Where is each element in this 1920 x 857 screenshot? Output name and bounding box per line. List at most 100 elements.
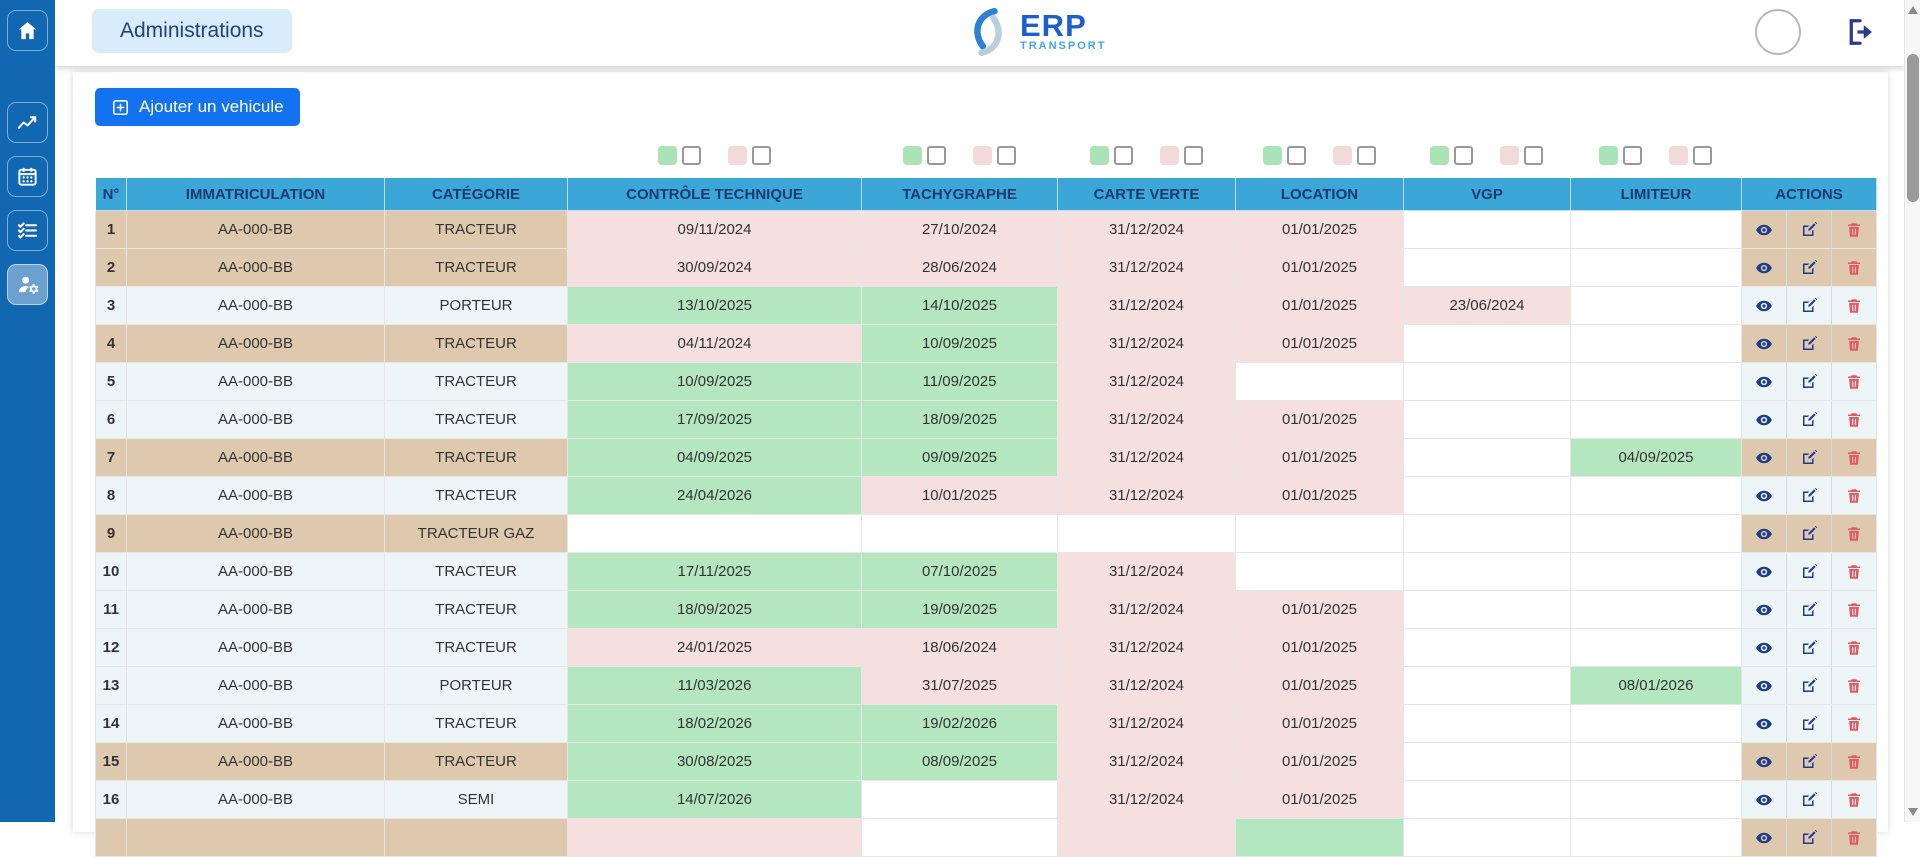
view-button[interactable] — [1743, 820, 1787, 856]
edit-button[interactable] — [1786, 287, 1831, 324]
pink-status-swatch — [1332, 145, 1352, 165]
green-filter-checkbox[interactable] — [1113, 145, 1133, 165]
add-vehicle-button[interactable]: Ajouter un vehicule — [95, 88, 300, 126]
view-button[interactable] — [1743, 478, 1787, 514]
edit-button[interactable] — [1786, 553, 1831, 590]
logout-icon[interactable] — [1845, 17, 1875, 47]
immatriculation-cell: AA-000-BB — [126, 590, 385, 629]
pink-filter-checkbox[interactable] — [1183, 145, 1203, 165]
scrollbar-thumb[interactable] — [1907, 54, 1919, 202]
delete-button[interactable] — [1831, 439, 1876, 476]
row-number-cell: 8 — [95, 476, 127, 515]
view-button[interactable] — [1743, 592, 1787, 628]
pink-filter-checkbox[interactable] — [751, 145, 771, 165]
delete-button[interactable] — [1831, 667, 1876, 704]
delete-button[interactable] — [1831, 477, 1876, 514]
view-button[interactable] — [1743, 440, 1787, 476]
edit-button[interactable] — [1786, 819, 1831, 856]
loc-date-cell: 01/01/2025 — [1235, 286, 1404, 325]
legend-group — [1403, 144, 1570, 166]
delete-button[interactable] — [1831, 363, 1876, 400]
view-button[interactable] — [1743, 630, 1787, 666]
lim-date-cell — [1570, 514, 1742, 553]
vertical-scrollbar[interactable] — [1904, 0, 1920, 822]
view-button[interactable] — [1743, 516, 1787, 552]
delete-button[interactable] — [1831, 515, 1876, 552]
delete-button[interactable] — [1831, 249, 1876, 286]
lim-date-cell — [1570, 818, 1742, 857]
edit-button[interactable] — [1786, 401, 1831, 438]
actions-group — [1743, 591, 1876, 628]
column-header: LIMITEUR — [1570, 177, 1742, 211]
scroll-down-arrow-icon[interactable] — [1908, 808, 1918, 816]
view-button[interactable] — [1743, 782, 1787, 818]
view-button[interactable] — [1743, 706, 1787, 742]
edit-button[interactable] — [1786, 591, 1831, 628]
tachy-date-cell: 18/09/2025 — [861, 400, 1058, 439]
sidebar-item-calendar[interactable] — [7, 156, 48, 197]
edit-icon — [1800, 829, 1818, 847]
edit-button[interactable] — [1786, 325, 1831, 362]
edit-icon — [1800, 639, 1818, 657]
pink-filter-checkbox[interactable] — [1693, 145, 1712, 165]
edit-button[interactable] — [1786, 667, 1831, 704]
pink-filter-checkbox[interactable] — [996, 145, 1016, 165]
tachy-date-cell: 31/07/2025 — [861, 666, 1058, 705]
edit-button[interactable] — [1786, 743, 1831, 780]
pink-filter-checkbox[interactable] — [1356, 145, 1376, 165]
categorie-cell: TRACTEUR — [384, 400, 568, 439]
view-button[interactable] — [1743, 402, 1787, 438]
cv-date-cell: 31/12/2024 — [1057, 248, 1236, 287]
view-button[interactable] — [1743, 364, 1787, 400]
sidebar-item-administration[interactable] — [7, 264, 48, 305]
pink-filter-checkbox[interactable] — [1524, 145, 1543, 165]
edit-button[interactable] — [1786, 477, 1831, 514]
delete-button[interactable] — [1831, 401, 1876, 438]
view-button[interactable] — [1743, 250, 1787, 286]
delete-button[interactable] — [1831, 553, 1876, 590]
delete-button[interactable] — [1831, 705, 1876, 742]
delete-button[interactable] — [1831, 781, 1876, 818]
delete-button[interactable] — [1831, 819, 1876, 856]
edit-button[interactable] — [1786, 781, 1831, 818]
delete-button[interactable] — [1831, 211, 1876, 248]
lim-date-cell — [1570, 476, 1742, 515]
vehicle-row: 5 AA-000-BB TRACTEUR 10/09/2025 11/09/2025 31… — [95, 362, 1877, 401]
edit-button[interactable] — [1786, 249, 1831, 286]
edit-button[interactable] — [1786, 439, 1831, 476]
sidebar-item-statistics[interactable] — [7, 102, 48, 143]
green-filter-checkbox[interactable] — [1454, 145, 1473, 165]
delete-button[interactable] — [1831, 287, 1876, 324]
scroll-up-arrow-icon[interactable] — [1908, 6, 1918, 14]
avatar[interactable] — [1755, 9, 1801, 55]
edit-button[interactable] — [1786, 629, 1831, 666]
vgp-date-cell — [1403, 248, 1571, 287]
eye-icon — [1755, 639, 1773, 657]
vgp-date-cell — [1403, 818, 1571, 857]
view-button[interactable] — [1743, 668, 1787, 704]
delete-button[interactable] — [1831, 743, 1876, 780]
green-filter-checkbox[interactable] — [681, 145, 701, 165]
green-filter-checkbox[interactable] — [926, 145, 946, 165]
view-button[interactable] — [1743, 212, 1787, 248]
view-button[interactable] — [1743, 326, 1787, 362]
home-icon — [16, 19, 39, 42]
ct-date-cell: 30/08/2025 — [567, 742, 862, 781]
row-number-cell: 16 — [95, 780, 127, 819]
delete-button[interactable] — [1831, 591, 1876, 628]
immatriculation-cell: AA-000-BB — [126, 438, 385, 477]
delete-button[interactable] — [1831, 325, 1876, 362]
sidebar-item-tasks[interactable] — [7, 210, 48, 251]
green-filter-checkbox[interactable] — [1623, 145, 1642, 165]
edit-button[interactable] — [1786, 211, 1831, 248]
vgp-date-cell — [1403, 400, 1571, 439]
view-button[interactable] — [1743, 554, 1787, 590]
edit-button[interactable] — [1786, 515, 1831, 552]
green-filter-checkbox[interactable] — [1286, 145, 1306, 165]
edit-button[interactable] — [1786, 705, 1831, 742]
sidebar-item-home[interactable] — [7, 10, 48, 51]
view-button[interactable] — [1743, 288, 1787, 324]
delete-button[interactable] — [1831, 629, 1876, 666]
view-button[interactable] — [1743, 744, 1787, 780]
edit-button[interactable] — [1786, 363, 1831, 400]
